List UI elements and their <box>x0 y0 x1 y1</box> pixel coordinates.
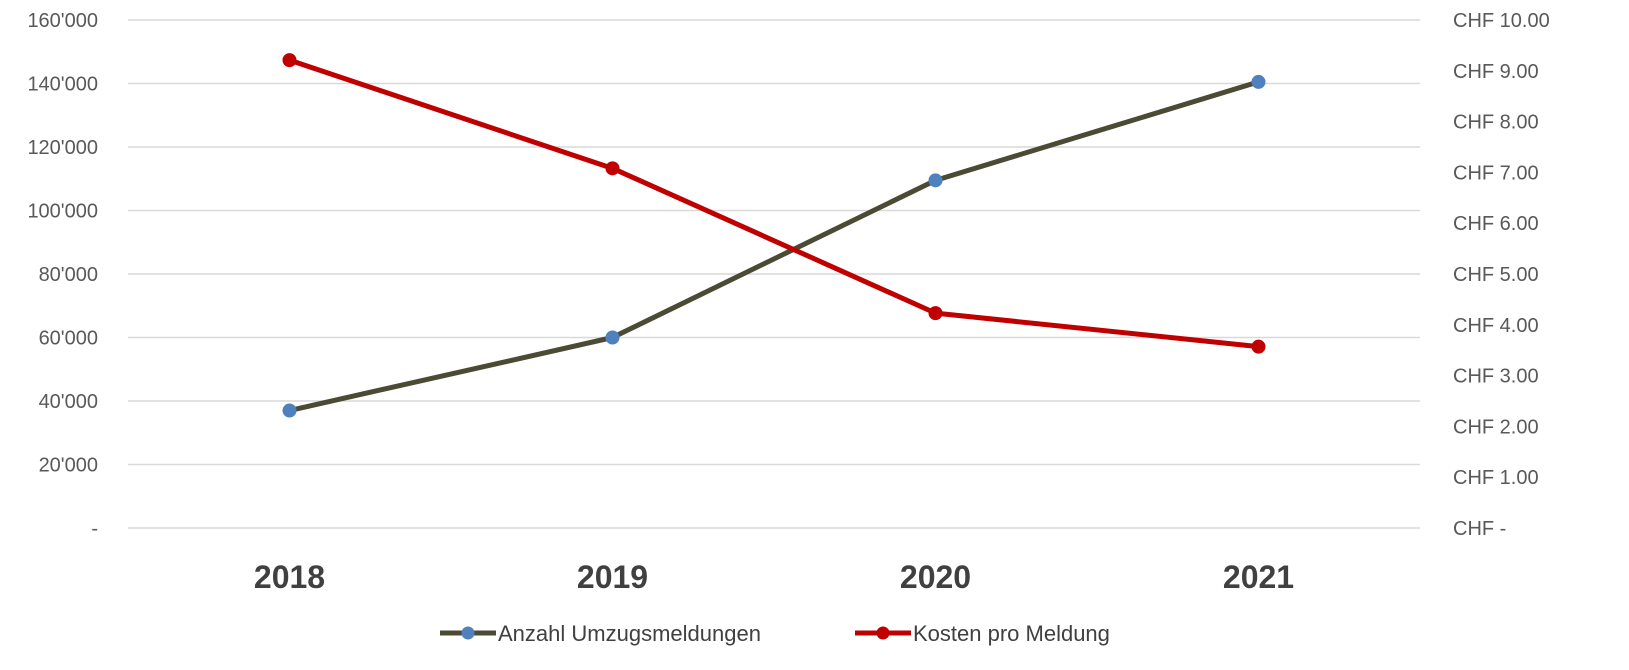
left-tick-label: 140'000 <box>27 74 98 96</box>
series-2-point <box>1251 339 1266 354</box>
legend: Anzahl Umzugsmeldungen Kosten pro Meldung <box>440 621 1110 646</box>
series-line-2 <box>287 57 1261 350</box>
x-tick-label: 2020 <box>900 559 971 595</box>
series-lines <box>287 57 1261 414</box>
x-tick-label: 2018 <box>254 559 325 595</box>
left-axis-ticks: - 20'000 40'000 60'000 80'000 100'000 120'000 1… <box>27 10 98 540</box>
series-2-point <box>928 306 943 321</box>
right-tick-label: CHF - <box>1453 518 1506 540</box>
left-tick-label: - <box>91 518 98 540</box>
left-tick-label: 160'000 <box>27 10 98 32</box>
right-tick-label: CHF 7.00 <box>1453 162 1539 184</box>
right-tick-label: CHF 10.00 <box>1453 10 1550 32</box>
right-tick-label: CHF 6.00 <box>1453 213 1539 235</box>
left-tick-label: 40'000 <box>39 391 98 413</box>
series-points <box>282 53 1266 418</box>
legend-marker <box>461 626 475 640</box>
left-tick-label: 120'000 <box>27 137 98 159</box>
right-tick-label: CHF 1.00 <box>1453 467 1539 489</box>
gridlines <box>128 19 1420 529</box>
series-2-point <box>282 53 297 68</box>
legend-label: Kosten pro Meldung <box>913 621 1110 646</box>
legend-entry: Kosten pro Meldung <box>855 621 1110 646</box>
right-axis-ticks: CHF - CHF 1.00 CHF 2.00 CHF 3.00 CHF 4.00 CHF… <box>1453 10 1550 540</box>
right-tick-label: CHF 2.00 <box>1453 416 1539 438</box>
right-tick-label: CHF 8.00 <box>1453 112 1539 134</box>
left-tick-label: 100'000 <box>27 201 98 223</box>
x-tick-label: 2019 <box>577 559 648 595</box>
legend-marker <box>876 626 890 640</box>
left-tick-label: 20'000 <box>39 455 98 477</box>
right-tick-label: CHF 9.00 <box>1453 61 1539 83</box>
series-2-point <box>605 161 620 176</box>
left-tick-label: 60'000 <box>39 328 98 350</box>
series-line-1 <box>287 79 1261 414</box>
legend-entry: Anzahl Umzugsmeldungen <box>440 621 761 646</box>
x-tick-label: 2021 <box>1223 559 1294 595</box>
legend-label: Anzahl Umzugsmeldungen <box>498 621 761 646</box>
right-tick-label: CHF 5.00 <box>1453 264 1539 286</box>
series-1-point <box>605 330 620 345</box>
x-axis-ticks: 2018 2019 2020 2021 <box>254 559 1294 595</box>
right-tick-label: CHF 4.00 <box>1453 315 1539 337</box>
series-1-point <box>282 403 297 418</box>
series-1-point <box>928 173 943 188</box>
right-tick-label: CHF 3.00 <box>1453 366 1539 388</box>
left-tick-label: 80'000 <box>39 264 98 286</box>
series-1-point <box>1251 74 1266 89</box>
